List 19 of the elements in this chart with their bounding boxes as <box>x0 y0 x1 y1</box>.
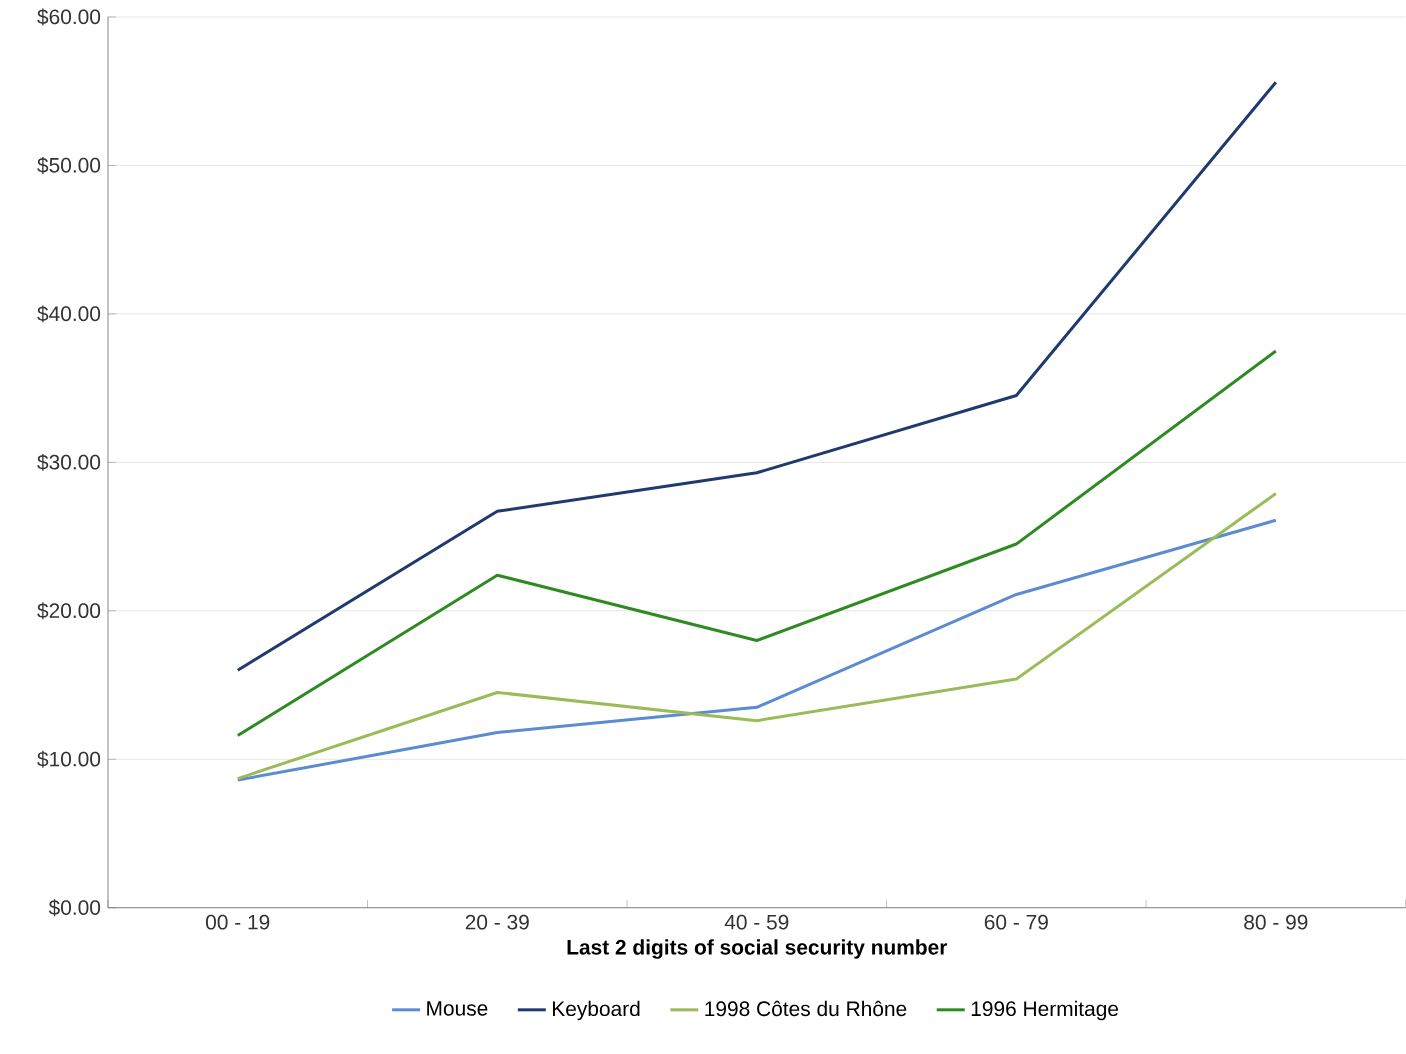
x-tick-label: 20 - 39 <box>465 914 529 930</box>
line-series <box>236 349 1278 738</box>
y-tick-label: $20.00 <box>37 602 101 620</box>
x-tick-label: 60 - 79 <box>984 914 1048 930</box>
y-tick-label: $60.00 <box>37 8 101 26</box>
legend-label: 1996 Hermitage <box>971 1000 1119 1021</box>
x-tick-label: 40 - 59 <box>724 914 789 930</box>
y-tick-label: $50.00 <box>37 157 101 175</box>
y-tick-label: $10.00 <box>37 750 101 768</box>
y-tick-label: $30.00 <box>37 454 101 471</box>
x-tick-label: 00 - 19 <box>205 914 270 930</box>
legend-label: Keyboard <box>552 1000 640 1021</box>
legend-label: Mouse <box>427 1001 488 1016</box>
line-series <box>236 80 1278 672</box>
legend-label: 1998 Côtes du Rhône <box>705 1000 907 1017</box>
x-axis-title: Last 2 digits of social security number <box>567 939 948 959</box>
x-tick-label: 80 - 99 <box>1244 914 1308 930</box>
y-tick-label: $40.00 <box>37 305 101 323</box>
y-tick-label: $0.00 <box>48 899 101 917</box>
